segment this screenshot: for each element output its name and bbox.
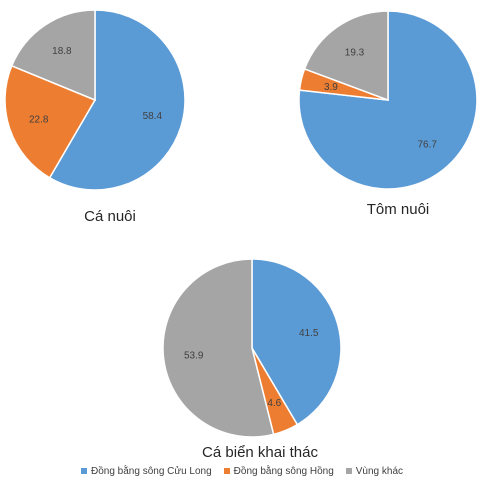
data-label-dbsh: 3.9: [324, 82, 338, 93]
pie-slice-vung-khac: [303, 10, 389, 102]
legend-item-dbsh: Đồng bằng sông Hồng: [223, 465, 334, 477]
legend: Đồng bằng sông Cửu Long Đồng bằng sông H…: [0, 463, 484, 479]
pie-slice-vung-khac: [10, 9, 96, 102]
pie-chart-ca-bien-khai-thac: 41.5 4.6 53.9: [162, 258, 342, 438]
legend-label-dbscl: Đồng bằng sông Cửu Long: [90, 465, 212, 477]
pie-chart-tom-nuoi: 76.7 3.9 19.3: [298, 10, 478, 190]
legend-swatch-dbscl: [80, 468, 87, 474]
pie-slice-dbscl: [251, 258, 342, 426]
chart-title-ca-bien-khai-thac: Cá biển khai thác: [202, 444, 318, 461]
pie-slice-vung-khac: [162, 258, 275, 438]
data-label-dbsh: 22.8: [29, 115, 49, 126]
data-label-vung-khac: 53.9: [184, 351, 204, 362]
data-label-dbscl: 41.5: [299, 328, 319, 339]
data-label-dbsh: 4.6: [267, 398, 281, 409]
legend-swatch-dbsh: [223, 468, 230, 474]
data-label-vung-khac: 19.3: [345, 47, 365, 58]
chart-title-tom-nuoi: Tôm nuôi: [367, 201, 430, 218]
legend-label-dbsh: Đồng bằng sông Hồng: [233, 465, 334, 477]
chart-title-ca-nuoi: Cá nuôi: [84, 208, 136, 225]
pie-slice-dbscl: [48, 9, 186, 191]
legend-swatch-vung-khac: [345, 468, 352, 474]
data-label-dbscl: 76.7: [417, 139, 437, 150]
data-label-dbscl: 58.4: [143, 111, 163, 122]
pie-slice-dbsh: [4, 64, 97, 179]
pie-chart-ca-nuoi: 58.4 22.8 18.8: [4, 9, 186, 191]
data-label-vung-khac: 18.8: [52, 46, 72, 57]
legend-item-dbscl: Đồng bằng sông Cửu Long: [80, 465, 212, 477]
legend-label-vung-khac: Vùng khác: [355, 465, 404, 477]
legend-item-vung-khac: Vùng khác: [345, 465, 404, 477]
